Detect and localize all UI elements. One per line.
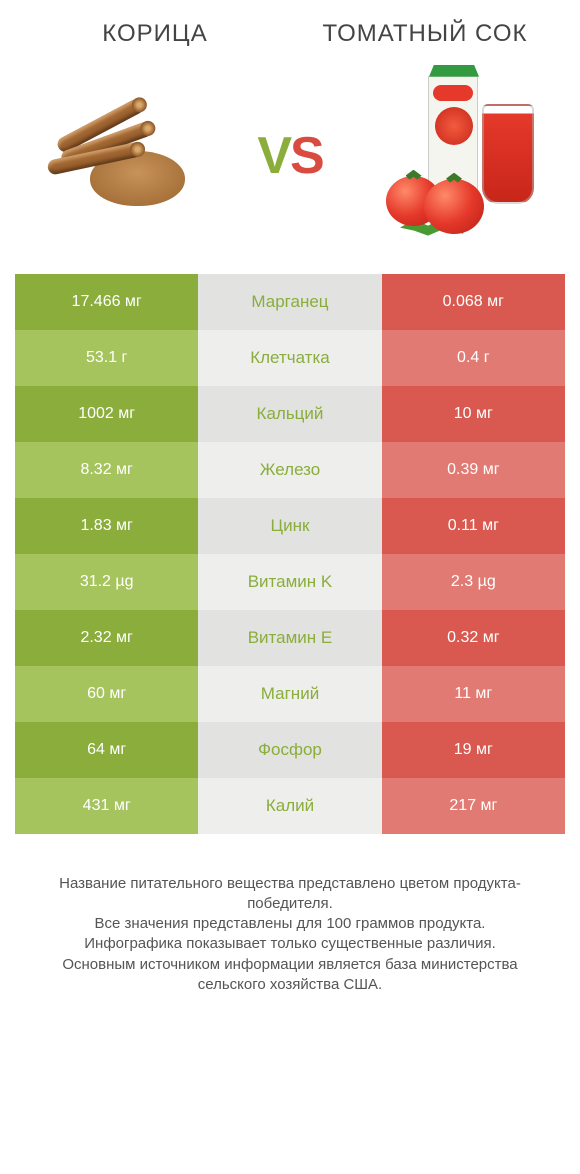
nutrient-label: Железо bbox=[198, 442, 381, 498]
nutrient-label: Фосфор bbox=[198, 722, 381, 778]
vs-s: S bbox=[290, 127, 323, 185]
right-image bbox=[380, 76, 540, 236]
left-value: 431 мг bbox=[15, 778, 198, 834]
left-value: 1002 мг bbox=[15, 386, 198, 442]
table-row: 1002 мгКальций10 мг bbox=[15, 386, 565, 442]
nutrient-label: Клетчатка bbox=[198, 330, 381, 386]
right-value: 0.32 мг bbox=[382, 610, 565, 666]
left-image bbox=[40, 76, 200, 236]
table-row: 17.466 мгМарганец0.068 мг bbox=[15, 274, 565, 330]
vs-label: VS bbox=[257, 126, 322, 186]
images-row: VS bbox=[15, 66, 565, 246]
nutrient-table: 17.466 мгМарганец0.068 мг53.1 гКлетчатка… bbox=[15, 274, 565, 834]
right-value: 0.39 мг bbox=[382, 442, 565, 498]
table-row: 64 мгФосфор19 мг bbox=[15, 722, 565, 778]
right-value: 19 мг bbox=[382, 722, 565, 778]
nutrient-label: Кальций bbox=[198, 386, 381, 442]
table-row: 8.32 мгЖелезо0.39 мг bbox=[15, 442, 565, 498]
table-row: 2.32 мгВитамин E0.32 мг bbox=[15, 610, 565, 666]
footer-line-1: Название питательного вещества представл… bbox=[35, 874, 545, 915]
left-title: КОРИЦА bbox=[45, 20, 265, 48]
left-value: 60 мг bbox=[15, 666, 198, 722]
table-row: 60 мгМагний11 мг bbox=[15, 666, 565, 722]
nutrient-label: Магний bbox=[198, 666, 381, 722]
table-row: 1.83 мгЦинк0.11 мг bbox=[15, 498, 565, 554]
left-value: 1.83 мг bbox=[15, 498, 198, 554]
left-value: 2.32 мг bbox=[15, 610, 198, 666]
vs-v: V bbox=[257, 127, 290, 185]
right-value: 0.4 г bbox=[382, 330, 565, 386]
right-value: 2.3 µg bbox=[382, 554, 565, 610]
right-title: ТОМАТНЫЙ СОК bbox=[315, 20, 535, 48]
right-value: 0.068 мг bbox=[382, 274, 565, 330]
left-value: 31.2 µg bbox=[15, 554, 198, 610]
right-value: 11 мг bbox=[382, 666, 565, 722]
right-value: 0.11 мг bbox=[382, 498, 565, 554]
left-value: 64 мг bbox=[15, 722, 198, 778]
footer-line-3: Инфографика показывает только существенн… bbox=[35, 934, 545, 954]
nutrient-label: Цинк bbox=[198, 498, 381, 554]
tomato-juice-illustration bbox=[380, 76, 540, 236]
table-row: 431 мгКалий217 мг bbox=[15, 778, 565, 834]
right-value: 10 мг bbox=[382, 386, 565, 442]
table-row: 53.1 гКлетчатка0.4 г bbox=[15, 330, 565, 386]
footer-text: Название питательного вещества представл… bbox=[15, 874, 565, 996]
nutrient-label: Калий bbox=[198, 778, 381, 834]
left-value: 17.466 мг bbox=[15, 274, 198, 330]
right-value: 217 мг bbox=[382, 778, 565, 834]
nutrient-label: Витамин E bbox=[198, 610, 381, 666]
nutrient-label: Марганец bbox=[198, 274, 381, 330]
cinnamon-illustration bbox=[45, 96, 195, 216]
nutrient-label: Витамин K bbox=[198, 554, 381, 610]
footer-line-2: Все значения представлены для 100 граммо… bbox=[35, 914, 545, 934]
left-value: 8.32 мг bbox=[15, 442, 198, 498]
footer-line-4: Основным источником информации является … bbox=[35, 955, 545, 996]
titles-row: КОРИЦА ТОМАТНЫЙ СОК bbox=[15, 20, 565, 48]
left-value: 53.1 г bbox=[15, 330, 198, 386]
table-row: 31.2 µgВитамин K2.3 µg bbox=[15, 554, 565, 610]
